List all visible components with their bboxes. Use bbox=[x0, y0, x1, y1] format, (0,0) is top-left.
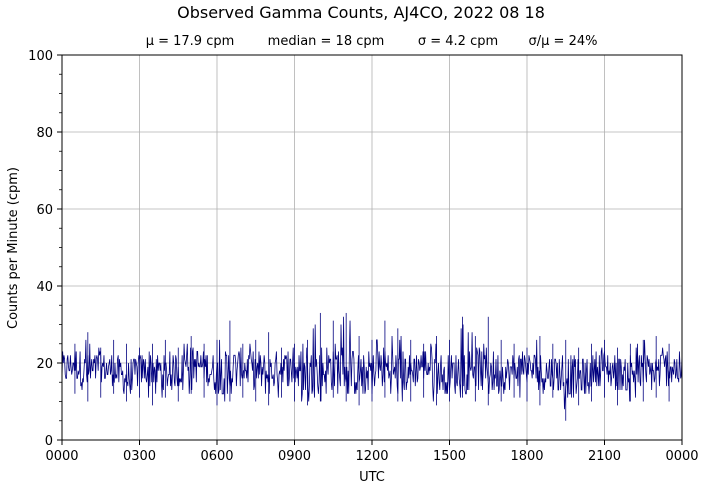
stat-1: median = 18 cpm bbox=[268, 34, 385, 49]
stat-2: σ = 4.2 cpm bbox=[418, 34, 498, 49]
x-tick-label-1: 0300 bbox=[123, 449, 156, 464]
x-tick-label-6: 1800 bbox=[510, 449, 543, 464]
axis-ticks: 0000 0300 0600 0900 1200 1500 1800 2100 00000204… bbox=[28, 49, 698, 464]
y-tick-label-5: 100 bbox=[28, 49, 53, 64]
x-tick-label-5: 1500 bbox=[433, 449, 466, 464]
x-axis-label: UTC bbox=[359, 470, 385, 485]
x-tick-label-8: 0000 bbox=[665, 449, 698, 464]
stat-0: μ = 17.9 cpm bbox=[146, 34, 235, 49]
x-tick-label-3: 0900 bbox=[278, 449, 311, 464]
y-tick-label-1: 20 bbox=[36, 357, 53, 372]
y-tick-label-3: 60 bbox=[36, 203, 53, 218]
x-tick-label-2: 0600 bbox=[200, 449, 233, 464]
y-tick-label-4: 80 bbox=[36, 126, 53, 141]
x-tick-label-0: 0000 bbox=[45, 449, 78, 464]
chart-title: Observed Gamma Counts, AJ4CO, 2022 08 18 bbox=[177, 3, 545, 22]
y-tick-label-2: 40 bbox=[36, 280, 53, 295]
grid bbox=[62, 55, 682, 440]
stats-row: μ = 17.9 cpm median = 18 cpm σ = 4.2 cpm σ/… bbox=[146, 34, 598, 49]
x-tick-label-7: 2100 bbox=[588, 449, 621, 464]
x-tick-label-4: 1200 bbox=[355, 449, 388, 464]
y-tick-label-0: 0 bbox=[45, 434, 53, 449]
stat-3: σ/μ = 24% bbox=[529, 34, 598, 49]
y-axis-label: Counts per Minute (cpm) bbox=[6, 167, 21, 329]
